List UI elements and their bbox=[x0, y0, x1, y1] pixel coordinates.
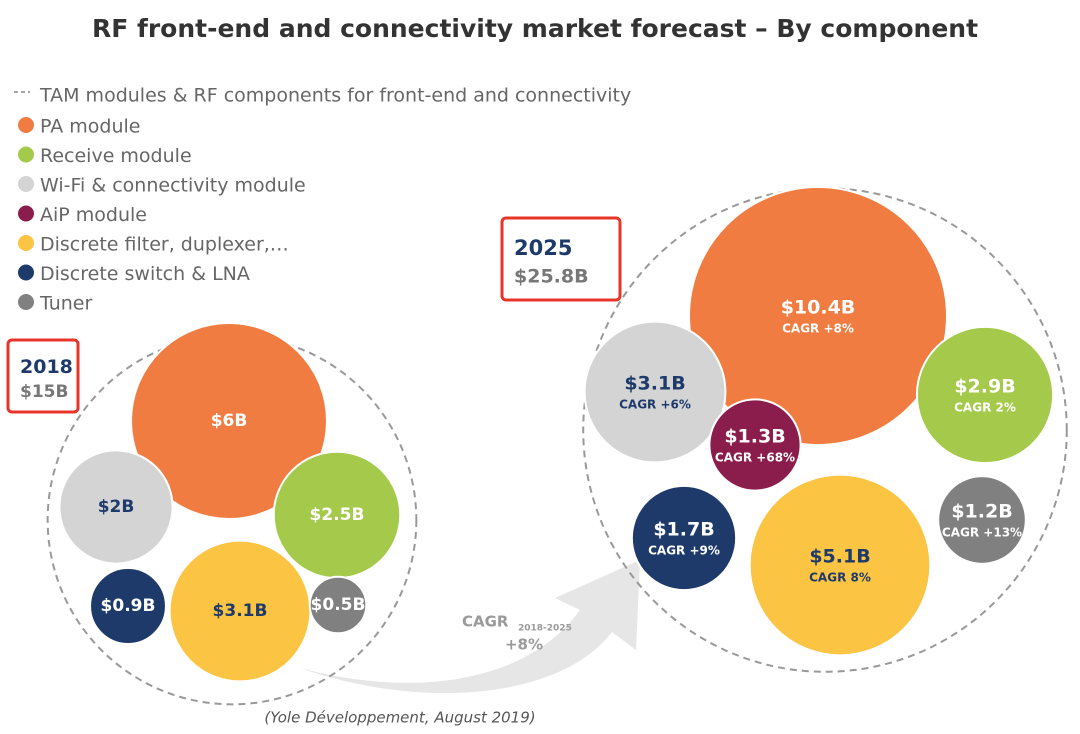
total-circle bbox=[582, 187, 1068, 673]
growth-arrow bbox=[300, 560, 640, 694]
bubble bbox=[58, 449, 174, 565]
cagr-label: CAGR +68% bbox=[715, 451, 795, 465]
legend-label: Tuner bbox=[39, 293, 92, 315]
total-label: $15B bbox=[20, 382, 68, 402]
cagr-label: CAGR 2% bbox=[954, 401, 1016, 415]
value-label: $2.9B bbox=[954, 376, 1015, 398]
cagr-label: CAGR +6% bbox=[619, 398, 691, 412]
growth-period: 2018-2025 bbox=[518, 624, 572, 634]
legend-marker bbox=[18, 264, 34, 281]
legend-marker bbox=[18, 117, 34, 133]
bubble bbox=[630, 484, 738, 592]
year-box bbox=[500, 216, 622, 302]
bubble bbox=[748, 473, 932, 657]
growth-value: +8% bbox=[505, 636, 543, 654]
year-label: 2018 bbox=[20, 356, 73, 378]
value-label: $3.1B bbox=[213, 601, 268, 621]
value-label: $5.1B bbox=[809, 546, 870, 568]
legend-label: Wi-Fi & connectivity module bbox=[40, 175, 306, 197]
legend-label: PA module bbox=[40, 116, 140, 138]
value-label: $1.7B bbox=[653, 519, 714, 541]
value-label: $10.4B bbox=[781, 297, 856, 319]
legend-label: TAM modules & RF components for front-en… bbox=[39, 85, 631, 107]
year-label: 2025 bbox=[514, 236, 572, 260]
growth-label: CAGR bbox=[462, 613, 509, 631]
cagr-label: CAGR +13% bbox=[942, 526, 1022, 540]
bubble bbox=[130, 322, 328, 520]
bubble bbox=[915, 325, 1055, 465]
legend-marker bbox=[18, 294, 34, 310]
cagr-label: CAGR +8% bbox=[782, 322, 854, 336]
value-label: $6B bbox=[211, 411, 248, 431]
legend-label: Discrete switch & LNA bbox=[40, 263, 250, 285]
bubble bbox=[937, 475, 1027, 565]
bubble bbox=[708, 398, 802, 492]
source: (Yole Développement, August 2019) bbox=[264, 709, 535, 727]
legend-label: Receive module bbox=[40, 145, 192, 167]
value-label: $1.2B bbox=[951, 501, 1012, 523]
bubble bbox=[583, 320, 727, 464]
value-label: $1.3B bbox=[724, 426, 785, 448]
value-label: $2B bbox=[98, 497, 135, 517]
legend-label: Discrete filter, duplexer,… bbox=[40, 234, 289, 256]
bubble bbox=[308, 575, 368, 635]
bubble bbox=[89, 567, 167, 645]
cagr-label: CAGR +9% bbox=[648, 544, 720, 558]
legend-label: AiP module bbox=[40, 204, 147, 226]
bubble bbox=[688, 186, 948, 446]
chart-title: RF front-end and connectivity market for… bbox=[92, 14, 978, 43]
legend-marker bbox=[18, 146, 34, 163]
value-label: $0.9B bbox=[101, 596, 156, 616]
total-label: $25.8B bbox=[514, 266, 589, 288]
year-box bbox=[6, 338, 80, 414]
value-label: $0.5B bbox=[311, 595, 366, 615]
legend-marker bbox=[18, 235, 34, 251]
value-label: $2.5B bbox=[310, 505, 365, 525]
legend-marker bbox=[18, 176, 34, 192]
value-label: $3.1B bbox=[624, 373, 685, 395]
legend-marker bbox=[18, 205, 34, 222]
cagr-label: CAGR 8% bbox=[809, 571, 871, 585]
